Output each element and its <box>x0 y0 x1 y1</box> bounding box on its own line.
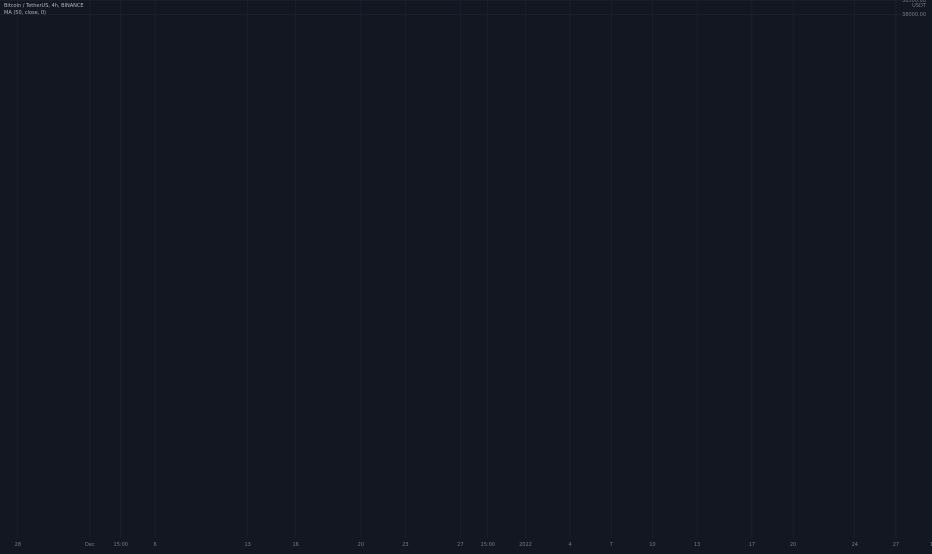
price-axis-background <box>905 0 932 550</box>
chart-legend: Bitcoin / TetherUS, 4h, BINANCE MA (50, … <box>4 3 84 17</box>
time-tick-label: 13 <box>694 542 700 548</box>
price-tick-label: 38000.00 <box>902 12 926 18</box>
time-tick-label: 13 <box>244 542 250 548</box>
time-tick-label: 28 <box>15 542 21 548</box>
price-axis[interactable]: USDT38000.0038500.0039000.0039500.004000… <box>902 0 932 550</box>
time-tick-label: 15:00 <box>481 542 495 548</box>
time-tick-label: 7 <box>610 542 613 548</box>
time-tick-label: 6 <box>153 542 156 548</box>
time-tick-label: 27 <box>457 542 463 548</box>
time-tick-label: 10 <box>649 542 655 548</box>
time-axis-background <box>0 538 932 550</box>
time-tick-label: 15:00 <box>114 542 128 548</box>
time-tick-label: 16 <box>293 542 299 548</box>
time-tick-label: 27 <box>893 542 899 548</box>
symbol-title[interactable]: Bitcoin / TetherUS, 4h, BINANCE <box>4 3 84 9</box>
time-tick-label: 20 <box>790 542 796 548</box>
time-tick-label: 15:00 <box>930 542 932 548</box>
time-tick-label: 4 <box>568 542 571 548</box>
currency-label: USDT <box>912 3 927 9</box>
time-tick-label: 2022 <box>519 542 532 548</box>
price-tick-label: 38500.00 <box>902 0 926 4</box>
time-tick-label: 23 <box>402 542 408 548</box>
gridlines <box>0 0 905 538</box>
time-tick-label: 24 <box>852 542 858 548</box>
time-tick-label: Dec <box>85 542 95 548</box>
time-tick-label: 17 <box>749 542 755 548</box>
indicator-title[interactable]: MA (50, close, 0) <box>4 10 47 16</box>
time-tick-label: 20 <box>358 542 364 548</box>
time-axis[interactable]: 28 Dec 15:00 6 13 16 20 23 27 15:00 2022 4 7 10 13 17 20… <box>0 538 932 550</box>
